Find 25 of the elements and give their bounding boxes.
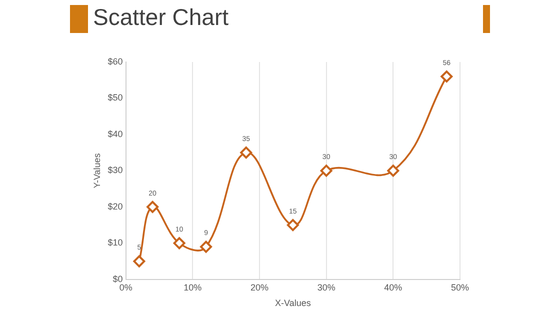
point [320,164,332,177]
y-tick-label: $40 [108,128,123,139]
point [146,200,159,213]
x-tick-label: 20% [250,282,268,292]
y-tick-label: $20 [108,201,123,212]
x-tick-label: 10% [184,282,202,292]
y-tick-label: $60 [108,56,123,66]
point [133,255,146,268]
point [240,146,252,159]
chart-title: Scatter Chart [93,4,228,31]
y-axis-title: Y-Values [92,152,102,188]
x-tick-label: 40% [384,282,402,292]
point [200,240,212,253]
x-tick-label: 0% [119,282,132,292]
y-tick-label: $30 [108,165,123,176]
point [286,219,299,232]
y-tick-label: $50 [108,92,123,103]
y-tick-label: $10 [108,238,123,248]
point [440,70,453,82]
x-tick-label: 50% [450,282,470,292]
point [387,164,400,177]
y-tick-label: $0 [112,274,123,284]
x-tick-label: 30% [317,282,336,292]
point [173,237,186,250]
x-axis-title: X-Values [274,298,312,308]
